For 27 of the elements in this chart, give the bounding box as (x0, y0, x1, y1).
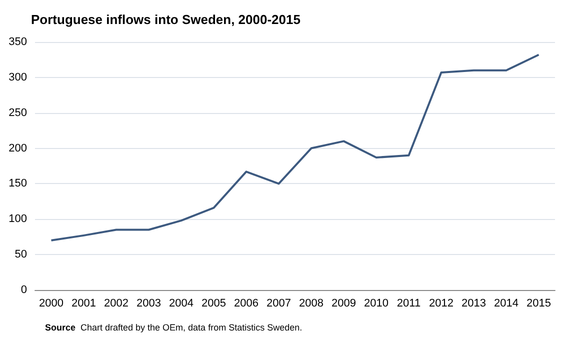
y-tick-label: 0 (20, 284, 27, 296)
y-tick-label: 150 (8, 178, 27, 190)
line-series (50, 54, 540, 242)
x-tick-label: 2008 (299, 298, 324, 310)
x-tick-label: 2002 (104, 298, 128, 310)
y-tick-label: 250 (8, 106, 27, 119)
y-tick-label: 50 (14, 248, 27, 261)
x-tick-label: 2007 (266, 298, 291, 310)
x-tick-label: 2000 (39, 298, 64, 310)
x-tick-label: 2011 (396, 298, 421, 310)
x-tick-label: 2012 (429, 298, 454, 310)
x-tick-label: 2004 (169, 298, 194, 310)
y-tick-label: 300 (8, 71, 27, 84)
x-tick-label: 2001 (72, 298, 96, 310)
x-tick-label: 2003 (136, 298, 161, 310)
x-tick-label: 2006 (234, 298, 258, 310)
x-tick-label: 2014 (494, 298, 518, 310)
y-tick-label: 350 (8, 36, 27, 48)
y-tick-label: 200 (8, 142, 27, 154)
x-tick-label: 2005 (202, 298, 226, 310)
x-tick-label: 2009 (332, 298, 356, 310)
x-tick-label: 2015 (526, 298, 551, 310)
y-tick-label: 100 (8, 213, 27, 226)
chart-title: Portuguese inflows into Sweden, 2000-2015 (31, 12, 300, 27)
x-tick-label: 2010 (364, 298, 388, 310)
source-note: Source Chart drafted by the OEm, data from Statistics Sweden. (45, 322, 302, 332)
x-tick-label: 2013 (462, 298, 486, 310)
